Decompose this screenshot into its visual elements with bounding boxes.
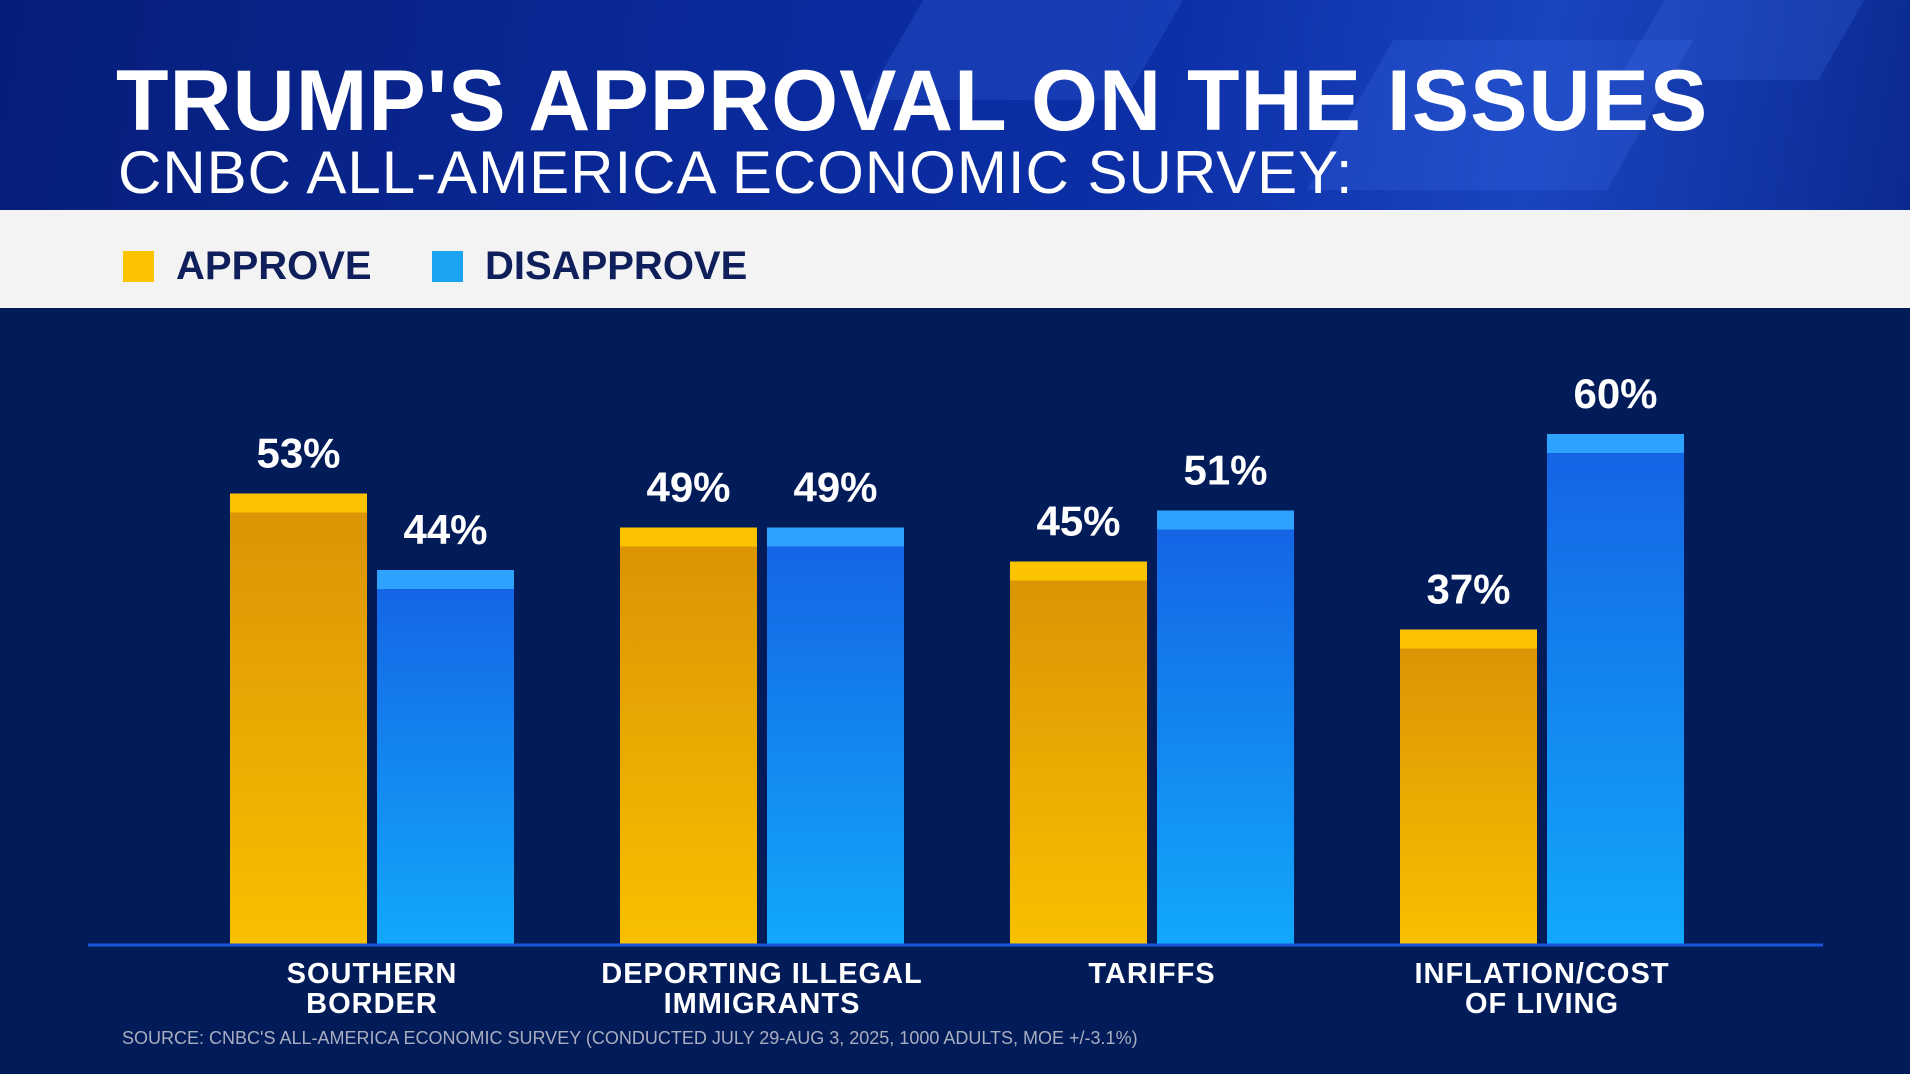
bar-cap-disapprove: [1547, 434, 1684, 453]
chart-title: TRUMP'S APPROVAL ON THE ISSUES: [116, 53, 1709, 149]
legend-label-disapprove: DISAPPROVE: [485, 244, 748, 288]
bar-cap-approve: [1400, 629, 1537, 649]
data-label-disapprove: 60%: [1573, 370, 1657, 417]
bar-cap-disapprove: [767, 527, 904, 547]
category-label: OF LIVING: [1465, 988, 1619, 1020]
data-label-disapprove: 51%: [1183, 447, 1267, 494]
source-note: SOURCE: CNBC'S ALL-AMERICA ECONOMIC SURV…: [122, 1028, 1138, 1048]
legend-item-approve: APPROVE: [123, 244, 372, 289]
category-label: DEPORTING ILLEGAL: [601, 958, 923, 990]
category-label: IMMIGRANTS: [664, 988, 861, 1020]
legend-label-approve: APPROVE: [176, 244, 372, 288]
bar-disapprove: [1547, 434, 1684, 944]
bar-cap-approve: [230, 493, 367, 513]
data-label-disapprove: 49%: [793, 464, 877, 511]
data-label-approve: 45%: [1036, 498, 1120, 545]
data-label-disapprove: 44%: [403, 506, 487, 553]
data-label-approve: 37%: [1426, 566, 1510, 613]
header-banner: TRUMP'S APPROVAL ON THE ISSUES CNBC ALL-…: [0, 0, 1910, 210]
bar-cap-disapprove: [377, 570, 514, 589]
category-label: SOUTHERN: [287, 958, 458, 990]
bar-disapprove: [1157, 510, 1294, 944]
bar-approve: [1010, 561, 1147, 944]
bar-disapprove: [767, 527, 904, 944]
bar-approve: [1400, 629, 1537, 944]
legend-swatch-approve: [123, 251, 154, 282]
category-label: TARIFFS: [1088, 958, 1215, 990]
category-label: INFLATION/COST: [1414, 958, 1669, 990]
data-label-approve: 53%: [256, 430, 340, 477]
bar-approve: [230, 493, 367, 944]
legend-item-disapprove: DISAPPROVE: [432, 244, 747, 289]
bar-approve: [620, 527, 757, 944]
chart-subtitle: CNBC ALL-AMERICA ECONOMIC SURVEY:: [118, 139, 1354, 206]
category-label: BORDER: [306, 988, 438, 1020]
bar-cap-approve: [1010, 561, 1147, 581]
bar-cap-approve: [620, 527, 757, 547]
bar-disapprove: [377, 570, 514, 944]
legend-swatch-disapprove: [432, 251, 463, 282]
bar-cap-disapprove: [1157, 510, 1294, 530]
legend: APPROVE DISAPPROVE: [0, 210, 1910, 308]
data-label-approve: 49%: [646, 464, 730, 511]
